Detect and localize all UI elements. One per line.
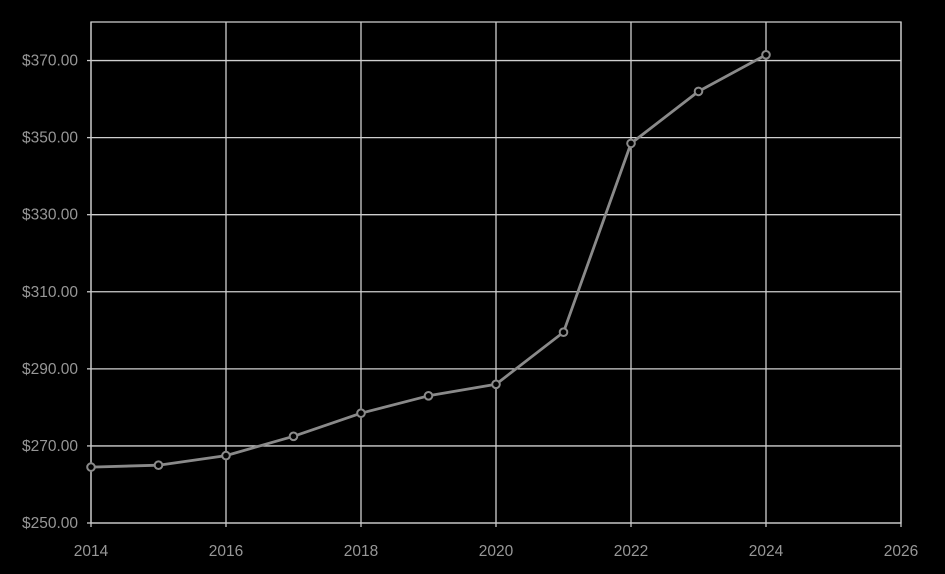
data-point-marker [423,391,434,401]
data-point-marker [153,460,164,471]
y-tick-label: $310.00 [22,284,78,301]
data-point-marker [86,462,96,472]
y-tick-label: $250.00 [22,515,78,532]
x-tick-label: 2024 [749,543,784,560]
data-point-marker [558,327,569,338]
data-point-marker [693,86,704,97]
y-tick-label: $370.00 [22,53,78,70]
x-tick-label: 2014 [74,543,109,560]
x-tick-label: 2022 [614,543,648,560]
y-tick-label: $290.00 [22,361,78,378]
data-point-marker [221,450,231,461]
plot-border [90,21,902,524]
x-tick-label: 2020 [479,543,514,560]
data-point-marker [761,50,771,60]
y-tick-label: $330.00 [22,207,78,224]
x-tick-label: 2016 [209,543,243,560]
x-tick-label: 2018 [344,543,378,560]
y-tick-label: $350.00 [22,130,78,147]
data-point-marker [288,431,299,442]
data-point-marker [356,408,366,419]
data-point-marker [626,138,636,149]
y-tick-label: $270.00 [22,438,78,455]
data-point-marker [491,379,501,390]
x-tick-label: 2026 [884,543,918,560]
